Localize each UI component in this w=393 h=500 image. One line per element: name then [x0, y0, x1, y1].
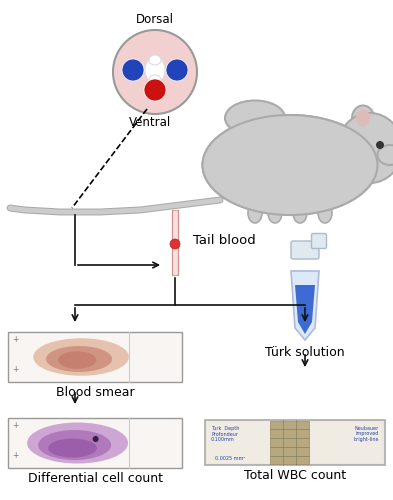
Ellipse shape [225, 100, 285, 136]
Ellipse shape [318, 203, 332, 223]
Circle shape [166, 59, 188, 81]
Text: +: + [12, 366, 18, 374]
Polygon shape [291, 271, 319, 340]
FancyBboxPatch shape [312, 234, 327, 248]
Ellipse shape [378, 145, 393, 165]
Text: 0.0025 mm²: 0.0025 mm² [215, 456, 245, 462]
Bar [205, 420, 385, 465]
Ellipse shape [149, 75, 161, 85]
Circle shape [122, 59, 144, 81]
FancyBboxPatch shape [291, 241, 319, 259]
Text: +: + [12, 422, 18, 430]
Circle shape [376, 141, 384, 149]
Bar [309, 422, 381, 463]
Text: +: + [12, 336, 18, 344]
Text: Total WBC count: Total WBC count [244, 469, 346, 482]
Ellipse shape [145, 57, 165, 83]
Circle shape [144, 79, 166, 101]
Ellipse shape [38, 430, 111, 460]
Text: Differential cell count: Differential cell count [28, 472, 162, 485]
Bar [8, 332, 182, 382]
Circle shape [113, 30, 197, 114]
Text: Ventral: Ventral [129, 116, 171, 129]
Ellipse shape [338, 113, 393, 183]
Circle shape [170, 239, 180, 249]
Text: Türk solution: Türk solution [265, 346, 345, 359]
Ellipse shape [149, 55, 161, 65]
Ellipse shape [58, 351, 96, 369]
Text: Neubauer
improved
bright-line: Neubauer improved bright-line [353, 426, 379, 442]
Text: +: + [12, 452, 18, 460]
Ellipse shape [48, 438, 97, 458]
Ellipse shape [293, 203, 307, 223]
Ellipse shape [202, 115, 378, 215]
Ellipse shape [27, 422, 128, 464]
Ellipse shape [248, 203, 262, 223]
Ellipse shape [352, 106, 374, 130]
Ellipse shape [268, 203, 282, 223]
Bar [207, 422, 270, 463]
Ellipse shape [202, 115, 378, 215]
Bar [172, 210, 178, 275]
Text: Blood smear: Blood smear [56, 386, 134, 399]
Text: Dorsal: Dorsal [136, 13, 174, 26]
Text: Turk  Depth
Profondeur
0.100mm: Turk Depth Profondeur 0.100mm [211, 426, 239, 442]
Bar [8, 418, 182, 468]
Circle shape [93, 436, 99, 442]
Ellipse shape [46, 346, 112, 372]
Polygon shape [295, 285, 315, 334]
Text: Tail blood: Tail blood [193, 234, 256, 248]
Ellipse shape [356, 110, 370, 126]
Bar [270, 421, 309, 464]
Ellipse shape [33, 338, 129, 376]
